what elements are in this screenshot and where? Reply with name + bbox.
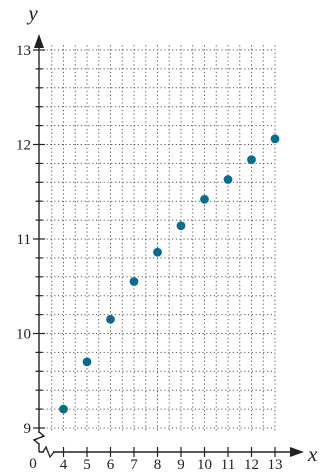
data-point [59,404,68,414]
y-axis-arrow [34,34,44,48]
x-tick-label: 7 [130,457,138,473]
axes [32,34,304,459]
data-point [223,175,233,184]
x-axis-arrow [290,447,304,457]
x-tick-label: 9 [177,457,185,473]
data-point [200,194,209,204]
y-tick-label: 9 [24,421,32,437]
data-point [129,277,139,286]
data-point [106,314,115,324]
tick-marks [33,49,276,457]
y-tick-label: 12 [16,138,31,154]
x-axis-label: x [307,442,318,466]
data-point [82,357,92,367]
x-tick-label: 10 [197,457,212,473]
y-tick-label: 10 [16,327,31,343]
x-tick-label: 5 [83,457,91,473]
origin-label: 0 [29,456,37,472]
y-tick-label: 11 [17,232,31,248]
data-point [176,221,186,231]
x-tick-label: 12 [244,457,259,473]
grid [39,45,276,433]
x-tick-label: 11 [221,457,235,473]
data-points [59,134,280,414]
x-tick-label: 13 [268,457,283,473]
x-tick-label: 4 [60,457,68,473]
x-tick-label: 8 [154,457,162,473]
data-point [270,134,280,144]
y-tick-label: 13 [16,43,31,59]
x-axis-break-mark [42,445,55,459]
x-tick-label: 6 [107,457,115,473]
y-axis-label: y [26,1,38,25]
data-point [153,247,162,257]
y-axis-break-mark [32,431,46,445]
data-point [247,155,256,165]
